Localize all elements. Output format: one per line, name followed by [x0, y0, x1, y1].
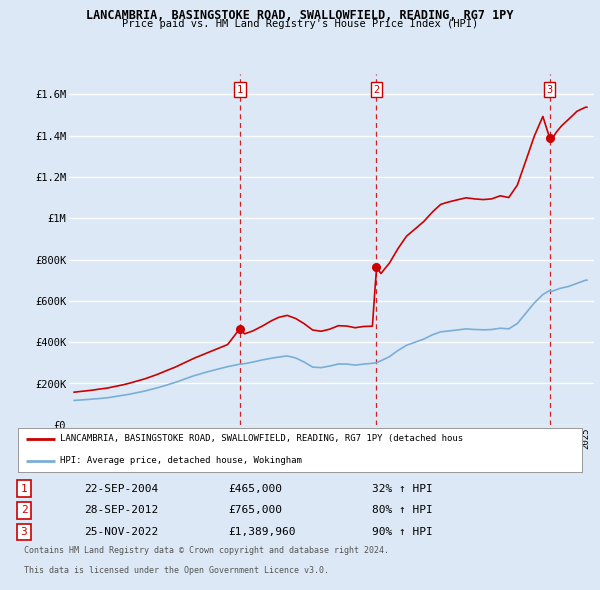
Text: 28-SEP-2012: 28-SEP-2012 [84, 506, 158, 515]
Text: LANCAMBRIA, BASINGSTOKE ROAD, SWALLOWFIELD, READING, RG7 1PY: LANCAMBRIA, BASINGSTOKE ROAD, SWALLOWFIE… [86, 9, 514, 22]
Text: 22-SEP-2004: 22-SEP-2004 [84, 484, 158, 494]
Text: 25-NOV-2022: 25-NOV-2022 [84, 527, 158, 537]
Text: HPI: Average price, detached house, Wokingham: HPI: Average price, detached house, Woki… [60, 457, 302, 466]
Text: 90% ↑ HPI: 90% ↑ HPI [372, 527, 433, 537]
Text: £765,000: £765,000 [228, 506, 282, 515]
Text: 1: 1 [20, 484, 28, 494]
Text: 80% ↑ HPI: 80% ↑ HPI [372, 506, 433, 515]
Text: This data is licensed under the Open Government Licence v3.0.: This data is licensed under the Open Gov… [24, 566, 329, 575]
Text: Contains HM Land Registry data © Crown copyright and database right 2024.: Contains HM Land Registry data © Crown c… [24, 546, 389, 555]
Text: £1,389,960: £1,389,960 [228, 527, 296, 537]
Text: 32% ↑ HPI: 32% ↑ HPI [372, 484, 433, 494]
Text: 2: 2 [20, 506, 28, 515]
Text: £465,000: £465,000 [228, 484, 282, 494]
Text: 1: 1 [236, 84, 243, 94]
Text: Price paid vs. HM Land Registry's House Price Index (HPI): Price paid vs. HM Land Registry's House … [122, 19, 478, 29]
Text: LANCAMBRIA, BASINGSTOKE ROAD, SWALLOWFIELD, READING, RG7 1PY (detached hous: LANCAMBRIA, BASINGSTOKE ROAD, SWALLOWFIE… [60, 434, 463, 443]
Text: 3: 3 [547, 84, 553, 94]
Text: 3: 3 [20, 527, 28, 537]
Text: 2: 2 [373, 84, 380, 94]
